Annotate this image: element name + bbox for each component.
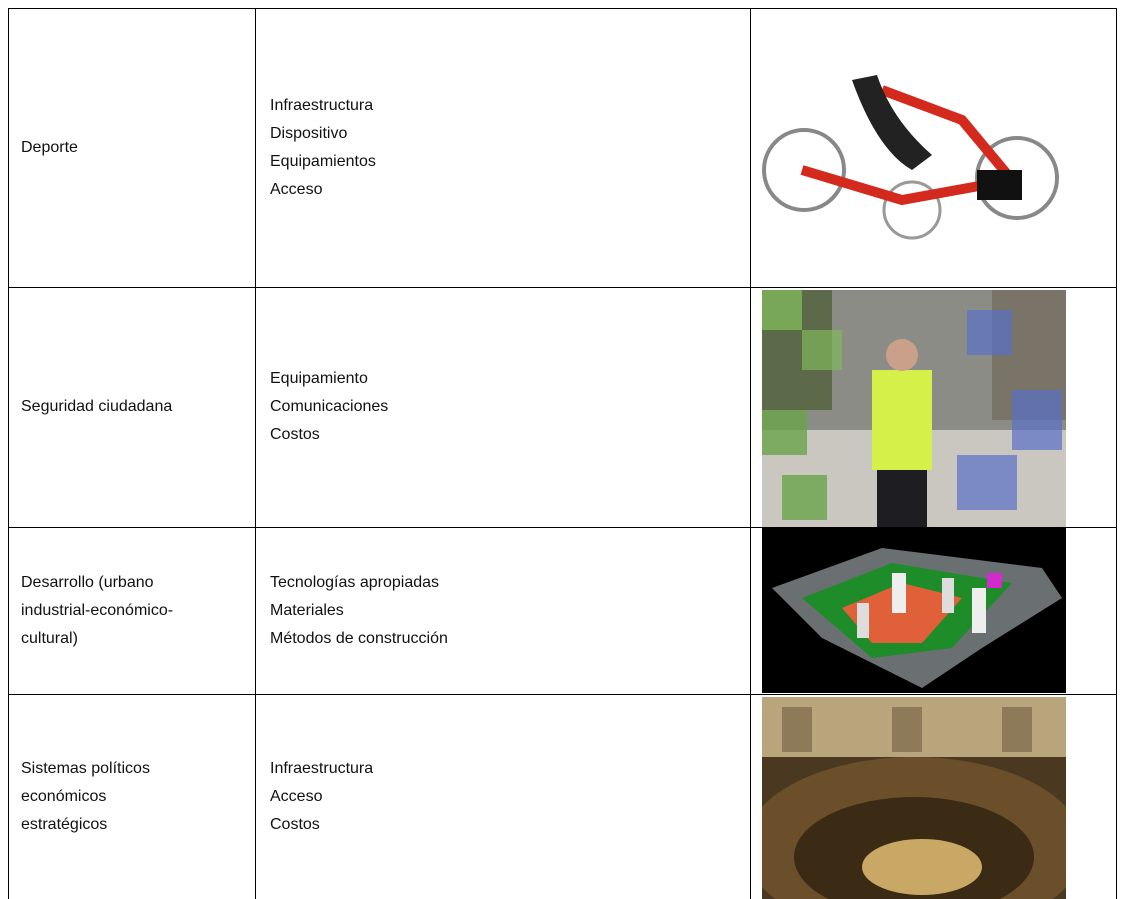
item-line: Comunicaciones [270,398,389,415]
category-line: Sistemas políticos [21,759,150,777]
table-border [750,8,751,899]
item-line: Equipamientos [270,152,376,170]
image-handbike [762,60,1066,246]
item-line: Costos [270,426,320,443]
item-line: Infraestructura [270,759,374,777]
category-cell: Sistemas políticos económicos estratégicos [21,694,150,899]
table-border [8,287,1117,288]
category-line: económicos [21,787,107,805]
category-line: Seguridad ciudadana [21,398,173,415]
category-line: Desarrollo (urbano [21,573,154,591]
items-cell: Tecnologías apropiadas Materiales Métodos … [270,527,448,694]
item-line: Dispositivo [270,124,348,142]
table-border [8,8,9,899]
item-line: Métodos de construcción [270,629,448,647]
item-line: Materiales [270,601,344,619]
category-cell: Seguridad ciudadana [21,287,172,527]
items-cell: Infraestructura Dispositivo Equipamientos A… [270,8,376,287]
category-cell: Desarrollo (urbano industrial-económico-c… [21,527,173,694]
table-border [255,8,256,899]
category-line: cultural) [21,629,78,647]
table-border [8,8,1117,9]
item-line: Costos [270,815,320,833]
category-cell: Deporte [21,8,78,287]
image-street [762,290,1066,527]
item-line: Tecnologías apropiadas [270,573,440,591]
table-border [1116,8,1117,899]
table-border [8,694,1117,695]
category-line: Deporte [21,138,78,156]
table-border [8,527,1117,528]
image-parliament [762,697,1066,899]
item-line: Equipamiento [270,370,368,387]
item-line: Infraestructura [270,96,374,114]
item-line: Acceso [270,787,323,805]
image-urban-model [762,528,1066,693]
category-line: industrial-económico- [21,601,174,619]
items-cell: Infraestructura Acceso Costos [270,694,373,899]
items-cell: Equipamiento Comunicaciones Costos [270,287,388,527]
category-line: estratégicos [21,815,108,833]
item-line: Acceso [270,180,323,198]
